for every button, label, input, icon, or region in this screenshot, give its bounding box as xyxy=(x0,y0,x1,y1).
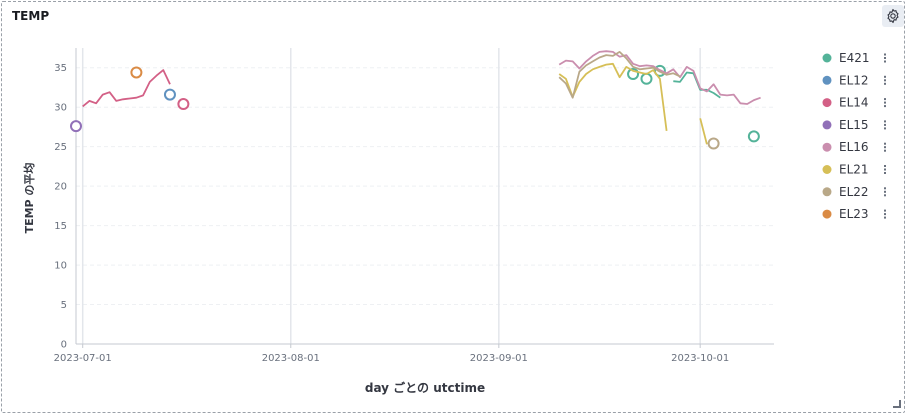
series-el14 xyxy=(82,69,190,111)
x-tick-label: 2023-10-01 xyxy=(671,353,729,364)
series-layer xyxy=(70,50,761,150)
legend-swatch xyxy=(822,98,832,108)
data-point[interactable] xyxy=(707,137,720,150)
data-point[interactable] xyxy=(130,66,143,79)
legend-item-el22[interactable]: EL22 xyxy=(822,185,887,199)
data-point[interactable] xyxy=(177,98,190,111)
legend-label: EL14 xyxy=(839,96,869,110)
x-axis-label: day ごとの utctime xyxy=(365,380,485,395)
legend-item-e421[interactable]: E421 xyxy=(822,51,887,65)
series-line xyxy=(82,69,171,108)
gear-icon xyxy=(887,8,899,24)
legend-label: EL16 xyxy=(839,140,869,154)
legend-menu-icon[interactable] xyxy=(884,98,886,108)
y-tick-label: 10 xyxy=(54,261,67,272)
legend-item-el16[interactable]: EL16 xyxy=(822,140,887,154)
legend-swatch xyxy=(822,165,832,174)
data-point[interactable] xyxy=(70,120,82,133)
legend-menu-icon[interactable] xyxy=(884,120,886,130)
series-e421 xyxy=(627,64,760,143)
resize-handle[interactable] xyxy=(893,400,901,408)
legend-item-el12[interactable]: EL12 xyxy=(822,73,887,87)
y-tick-label: 15 xyxy=(54,221,67,232)
data-point[interactable] xyxy=(163,88,176,101)
y-tick-label: 0 xyxy=(61,340,67,351)
series-el22 xyxy=(558,51,720,150)
y-axis-label: TEMP の平均 xyxy=(22,163,36,234)
legend-label: EL22 xyxy=(839,185,869,199)
legend-swatch xyxy=(822,142,832,152)
series-el12 xyxy=(163,88,176,101)
series-el16 xyxy=(558,50,761,105)
legend-label: E421 xyxy=(839,51,870,65)
legend-item-el14[interactable]: EL14 xyxy=(822,96,887,110)
y-tick-label: 20 xyxy=(54,182,67,193)
series-line xyxy=(558,51,681,99)
legend-label: EL23 xyxy=(839,207,869,221)
legend-swatch xyxy=(822,120,832,130)
series-line xyxy=(699,118,708,145)
y-tick-label: 25 xyxy=(54,142,67,153)
legend-menu-icon[interactable] xyxy=(884,209,886,219)
series-line xyxy=(558,50,761,105)
legend-label: EL15 xyxy=(839,118,869,132)
axes: 0 5 10 15 20 25 30 35 2023-07-01 2023-08-01 2023-0… xyxy=(54,48,774,364)
data-point[interactable] xyxy=(640,72,653,85)
legend-label: EL21 xyxy=(839,163,869,177)
series-el15 xyxy=(70,120,82,133)
legend-menu-icon[interactable] xyxy=(884,142,886,152)
data-point[interactable] xyxy=(747,130,760,143)
y-tick-label: 5 xyxy=(61,300,67,311)
legend-swatch xyxy=(822,75,832,85)
panel-title: TEMP xyxy=(12,9,50,23)
x-tick-label: 2023-08-01 xyxy=(262,353,320,364)
legend-swatch xyxy=(822,209,832,219)
series-el23 xyxy=(130,66,143,79)
legend: E421 EL12 EL14 EL15 EL16 EL21 EL22 EL23 xyxy=(822,51,887,221)
legend-label: EL12 xyxy=(839,73,869,87)
legend-item-el21[interactable]: EL21 xyxy=(822,163,887,177)
series-el21 xyxy=(558,62,708,145)
legend-swatch xyxy=(822,187,832,197)
grid xyxy=(76,48,774,344)
legend-menu-icon[interactable] xyxy=(884,53,886,63)
legend-menu-icon[interactable] xyxy=(884,187,886,197)
series-line xyxy=(558,62,668,132)
legend-item-el15[interactable]: EL15 xyxy=(822,118,887,132)
legend-menu-icon[interactable] xyxy=(884,75,886,85)
y-tick-label: 30 xyxy=(54,103,67,114)
legend-swatch xyxy=(822,53,832,63)
panel-options-button[interactable] xyxy=(882,5,904,27)
legend-item-el23[interactable]: EL23 xyxy=(822,207,887,221)
x-tick-label: 2023-09-01 xyxy=(470,353,528,364)
x-tick-label: 2023-07-01 xyxy=(54,353,112,364)
legend-menu-icon[interactable] xyxy=(884,165,886,174)
y-tick-label: 35 xyxy=(54,63,67,74)
